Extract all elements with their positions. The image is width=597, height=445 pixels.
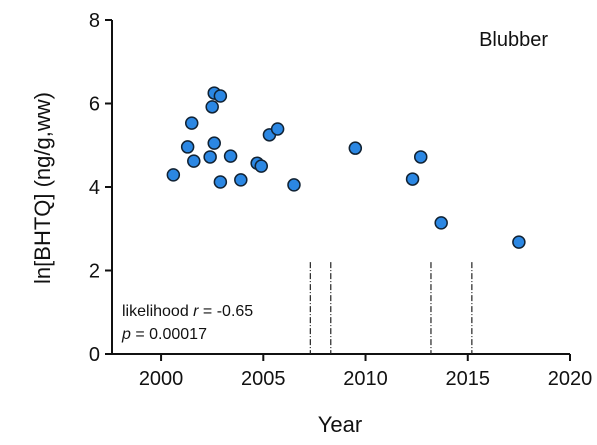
y-tick-label: 0 bbox=[89, 344, 100, 366]
point bbox=[184, 116, 199, 130]
x-tick-label: 2000 bbox=[139, 368, 184, 390]
y-tick-label: 4 bbox=[89, 177, 100, 199]
point bbox=[203, 150, 217, 164]
y-tick-label: 8 bbox=[89, 10, 100, 32]
point bbox=[234, 173, 248, 187]
panel-label: Blubber bbox=[479, 29, 548, 51]
x-axis-label: Year bbox=[318, 412, 362, 437]
x-tick-label: 2010 bbox=[343, 368, 388, 390]
point bbox=[512, 235, 526, 249]
point bbox=[287, 178, 301, 192]
point bbox=[223, 149, 238, 163]
point bbox=[348, 141, 363, 155]
annotation-text: p bbox=[121, 326, 131, 343]
point bbox=[187, 154, 201, 168]
annotation-text: = 0.00017 bbox=[131, 326, 207, 343]
x-tick-label: 2015 bbox=[446, 368, 491, 390]
point bbox=[213, 175, 228, 189]
point bbox=[413, 150, 428, 164]
point bbox=[254, 159, 269, 173]
y-tick-label: 6 bbox=[89, 94, 100, 116]
point bbox=[180, 140, 195, 154]
annotation-p: p = 0.00017 bbox=[121, 326, 207, 343]
x-tick-label: 2020 bbox=[548, 368, 593, 390]
point bbox=[434, 216, 448, 230]
point bbox=[205, 100, 219, 114]
point bbox=[213, 89, 228, 103]
point bbox=[270, 122, 285, 136]
annotation-text: r bbox=[193, 303, 199, 320]
annotation-r: likelihood r = -0.65 bbox=[122, 303, 253, 320]
point bbox=[405, 172, 420, 186]
x-tick-label: 2005 bbox=[241, 368, 286, 390]
point bbox=[207, 136, 221, 150]
y-tick-label: 2 bbox=[89, 261, 100, 283]
point bbox=[166, 168, 181, 182]
annotation-text: = -0.65 bbox=[198, 303, 253, 320]
y-axis-label: ln[BHTQ] (ng/g,ww) bbox=[30, 92, 55, 284]
annotation-text: likelihood bbox=[122, 303, 193, 320]
